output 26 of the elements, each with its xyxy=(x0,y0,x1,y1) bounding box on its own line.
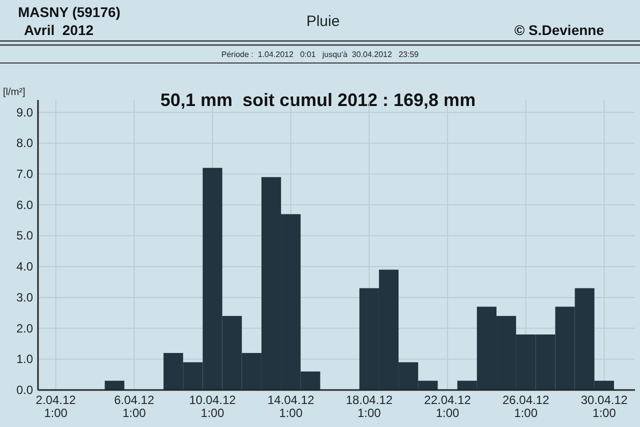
bar xyxy=(104,380,124,390)
x-tick-label: 18.04.12 1:00 xyxy=(346,393,393,420)
y-tick-label: 6.0 xyxy=(16,198,34,212)
y-axis-title: [l/m²] xyxy=(3,87,26,98)
x-tick-label: 22.04.12 1:00 xyxy=(424,393,472,420)
y-tick-label: 8.0 xyxy=(16,136,34,150)
y-tick-label: 9.0 xyxy=(16,105,34,120)
y-tick-label: 0.0 xyxy=(16,383,34,397)
y-tick-label: 7.0 xyxy=(16,167,34,182)
y-tick-label: 1.0 xyxy=(16,352,34,366)
chart-title: Pluie xyxy=(306,13,340,30)
x-tick-label: 6.04.12 1:00 xyxy=(114,393,154,420)
text: © S.Devienne xyxy=(514,22,604,38)
x-tick-label: 10.04.12 1:00 xyxy=(189,393,236,420)
annotation: 50,1 mm soit cumul 2012 : 169,8 mm xyxy=(160,90,476,110)
x-tick-label: 2.04.12 1:00 xyxy=(36,393,76,420)
y-tick-label: 4.0 xyxy=(16,260,34,274)
x-tick-label: 26.04.12 1:00 xyxy=(502,393,550,420)
y-tick-label: 3.0 xyxy=(16,290,34,304)
x-tick-label: 30.04.12 1:00 xyxy=(580,393,628,420)
x-tick-label: 14.04.12 1:00 xyxy=(267,393,315,420)
chart-subtitle: Période : 1.04.2012 0:01 jusqu'à 30.04.2012 23:59 xyxy=(221,50,420,59)
y-tick-label: 2.0 xyxy=(16,321,34,336)
text: MASNY (59176) xyxy=(18,4,120,20)
text: Avril 2012 xyxy=(24,22,94,38)
y-tick-label: 5.0 xyxy=(16,228,34,243)
